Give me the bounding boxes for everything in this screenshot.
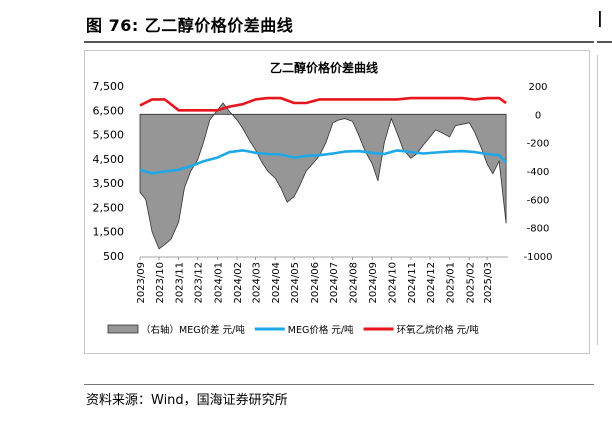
legend-label: MEG价格 元/吨 bbox=[288, 324, 354, 336]
right-y-tick-label: -400 bbox=[527, 167, 550, 178]
price-lines-layer bbox=[139, 96, 508, 175]
x-tick-label: 2024/06 bbox=[310, 262, 321, 304]
left-y-tick-label: 5,500 bbox=[93, 129, 125, 142]
source-rule bbox=[84, 384, 594, 385]
right-y-tick-label: -1000 bbox=[523, 252, 552, 263]
series-meg-spread-area bbox=[139, 102, 507, 250]
meg-spread-chart: 乙二醇价格价差曲线 500 1,500 2,500 3,500 4,500 5,500 6,… bbox=[93, 60, 553, 336]
left-y-tick-label: 2,500 bbox=[93, 201, 125, 214]
right-y-tick-label: -800 bbox=[527, 224, 550, 235]
title-rule bbox=[84, 41, 594, 43]
x-tick-label: 2024/03 bbox=[252, 262, 263, 304]
figure-title: 图 76: 乙二醇价格价差曲线 bbox=[86, 16, 294, 35]
spread-area-layer bbox=[139, 102, 507, 250]
x-tick-label: 2024/01 bbox=[213, 262, 224, 304]
left-y-tick-label: 7,500 bbox=[93, 80, 125, 93]
x-tick-label: 2024/07 bbox=[329, 262, 340, 304]
x-tick-label: 2023/11 bbox=[175, 262, 186, 304]
right-y-tick-label: 0 bbox=[535, 110, 541, 121]
legend-swatch-meg-spread bbox=[107, 324, 139, 334]
x-tick-label: 2024/12 bbox=[426, 262, 437, 304]
x-tick-label: 2024/05 bbox=[290, 262, 301, 304]
source-note: 资料来源：Wind，国海证券研究所 bbox=[86, 393, 288, 408]
x-tick-label: 2024/10 bbox=[387, 262, 398, 304]
adjacent-figure-rule bbox=[597, 41, 612, 43]
right-y-tick-label: -200 bbox=[527, 139, 550, 150]
left-y-tick-label: 3,500 bbox=[93, 177, 125, 190]
adjacent-figure-fragment: | bbox=[597, 8, 603, 27]
x-tick-label: 2025/02 bbox=[465, 262, 476, 304]
x-tick-label: 2024/11 bbox=[407, 262, 418, 304]
left-y-tick-label: 6,500 bbox=[93, 104, 125, 117]
right-y-tick-label: 200 bbox=[528, 82, 547, 93]
series-eo-price-line bbox=[139, 96, 507, 112]
legend-label: 环氧乙烷价格 元/吨 bbox=[397, 324, 480, 336]
x-tick-label: 2024/02 bbox=[233, 262, 244, 304]
left-y-tick-label: 4,500 bbox=[93, 153, 125, 166]
chart-frame bbox=[84, 50, 590, 354]
x-tick-label: 2023/09 bbox=[136, 262, 147, 304]
x-tick-label: 2024/08 bbox=[349, 262, 360, 304]
legend-label: （右轴）MEG价差 元/吨 bbox=[141, 324, 245, 336]
x-tick-label: 2024/09 bbox=[368, 262, 379, 304]
left-y-tick-label: 500 bbox=[103, 250, 124, 263]
adjacent-figure-frame bbox=[597, 55, 612, 345]
x-tick-label: 2024/04 bbox=[271, 262, 282, 304]
legend: （右轴）MEG价差 元/吨 MEG价格 元/吨 环氧乙烷价格 元/吨 bbox=[107, 324, 480, 336]
right-y-tick-label: -600 bbox=[527, 195, 550, 206]
left-y-tick-label: 1,500 bbox=[93, 226, 125, 239]
x-tick-label: 2025/03 bbox=[483, 262, 494, 304]
series-meg-price-line bbox=[139, 149, 508, 175]
axes-layer: 500 1,500 2,500 3,500 4,500 5,500 6,500 7,500 20… bbox=[93, 80, 553, 304]
x-tick-label: 2023/12 bbox=[194, 262, 205, 304]
x-tick-label: 2023/10 bbox=[155, 262, 166, 304]
x-tick-label: 2025/01 bbox=[446, 262, 457, 304]
chart-title: 乙二醇价格价差曲线 bbox=[270, 60, 378, 75]
